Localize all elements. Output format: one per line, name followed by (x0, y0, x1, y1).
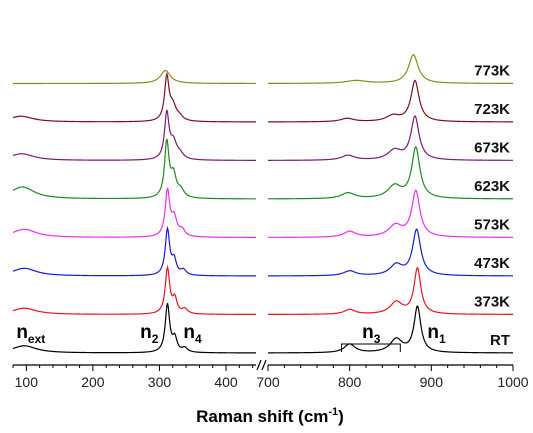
spectrum-rt-left (12, 303, 256, 354)
spectrum-473k-right (268, 228, 513, 277)
spectra-curves (12, 54, 514, 354)
spectrum-773k-left (13, 69, 256, 85)
label-473k: 473K (474, 255, 510, 272)
spectrum-rt-right (268, 305, 513, 354)
x-tick-label: 200 (81, 374, 105, 390)
label-rt: RT (490, 332, 510, 349)
label-573k: 573K (474, 217, 510, 234)
spectrum-773k-right (268, 54, 514, 84)
spectrum-673k-right (268, 114, 513, 161)
label-673k: 673K (474, 140, 510, 157)
x-tick-label: 400 (214, 374, 238, 390)
spectrum-373k-left (12, 264, 256, 315)
x-tick-label: 800 (338, 374, 362, 390)
mode-label-2: n2 (140, 322, 159, 346)
axis-break-mark (261, 359, 267, 371)
spectrum-473k-left (12, 225, 257, 277)
x-axis: 100 200 300 400 700 800 900 1000 (12, 359, 529, 390)
x-tick-label: 1000 (497, 374, 528, 390)
x-tick-label: 700 (256, 374, 280, 390)
spectrum-373k-right (268, 267, 514, 315)
mode-labels: next n2 n4 n3 n1 (16, 322, 446, 352)
mode-label-3: n3 (362, 322, 381, 346)
x-tick-label: 300 (148, 374, 172, 390)
x-tick-label: 100 (15, 374, 39, 390)
spectrum-723k-right (268, 79, 513, 123)
n3-bracket (341, 343, 401, 352)
label-623k: 623K (474, 178, 510, 195)
mode-label-ext: next (16, 322, 45, 346)
x-axis-title: Raman shift (cm-1) (196, 406, 344, 426)
spectrum-623k-right (267, 145, 513, 200)
x-tick-label: 900 (420, 374, 444, 390)
spectrum-573k-right (267, 189, 513, 238)
temperature-labels: RT 373K 473K 573K 623K 673K 723K 773K (474, 63, 510, 350)
spectrum-573k-left (12, 187, 256, 238)
spectrum-673k-left (12, 109, 256, 161)
mode-label-1: n1 (427, 322, 446, 346)
axis-break-mark (256, 359, 262, 371)
spectrum-623k-left (12, 138, 256, 200)
label-773k: 773K (474, 63, 510, 80)
mode-label-4: n4 (183, 322, 202, 346)
label-723k: 723K (474, 101, 510, 118)
label-373k: 373K (474, 294, 510, 311)
spectrum-723k-left (12, 71, 256, 123)
